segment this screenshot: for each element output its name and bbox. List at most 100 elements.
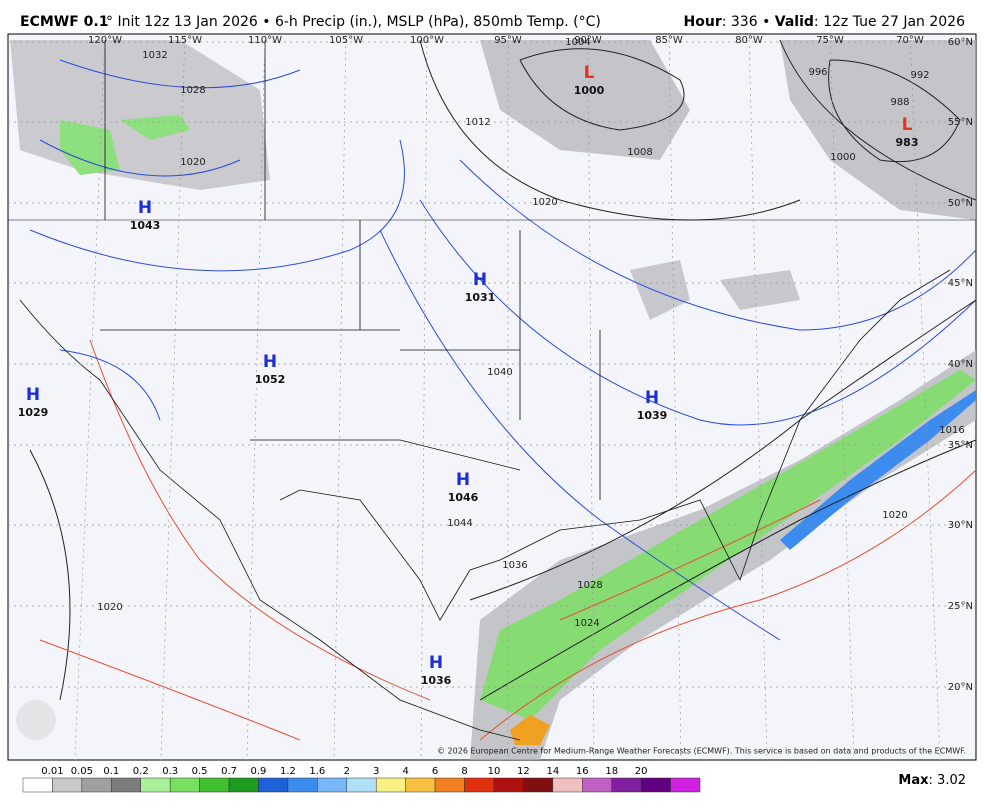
pressure-center-value: 1043 — [130, 219, 161, 232]
colorbar: 0.01 0.05 0.1 0.2 0.3 0.5 0.7 0.9 1.2 1.6 2 3 4 6 8 10 1… — [22, 766, 701, 793]
colorbar-swatch — [81, 777, 112, 793]
contours — [29, 39, 977, 741]
colorbar-label: 3 — [373, 766, 379, 777]
colorbar-swatch — [405, 777, 436, 793]
meridian — [74, 33, 106, 761]
isobar-label: 1028 — [180, 85, 205, 96]
pressure-center-value: 1046 — [448, 491, 479, 504]
isobar-label: 1036 — [502, 560, 527, 571]
isobar-label: 988 — [890, 97, 909, 108]
pressure-center-letter: L — [584, 63, 595, 83]
pressure-center-letter: H — [473, 270, 487, 290]
colorbar-swatch — [582, 777, 612, 793]
pressure-center-value: 1000 — [574, 84, 605, 97]
max-value: Max: 3.02 — [898, 773, 966, 788]
colorbar-swatch — [258, 777, 289, 793]
latitude-label: 30°N — [948, 520, 973, 531]
meridian — [333, 33, 347, 761]
longitude-label: 105°W — [329, 35, 363, 46]
colorbar-swatch — [140, 777, 171, 793]
isobar-label: 1044 — [447, 518, 472, 529]
colorbar-label: 0.05 — [71, 766, 93, 777]
isobar-label: 996 — [808, 67, 827, 78]
meridian — [160, 33, 186, 761]
model-name: ECMWF 0.1 — [20, 14, 108, 30]
colorbar-label: 18 — [605, 766, 618, 777]
longitude-label: 80°W — [735, 35, 763, 46]
colorbar-swatch — [199, 777, 230, 793]
colorbar-label: 10 — [488, 766, 501, 777]
longitude-label: 70°W — [896, 35, 924, 46]
colorbar-label: 1.6 — [309, 766, 325, 777]
longitude-label: 90°W — [574, 35, 602, 46]
pressure-center-letter: H — [456, 470, 470, 490]
colorbar-label: 0.5 — [192, 766, 208, 777]
colorbar-swatch — [464, 777, 495, 793]
pressure-center-value: 983 — [896, 136, 919, 149]
colorbar-swatch — [111, 777, 141, 793]
colorbar-swatch — [52, 777, 83, 793]
isobar-label: 1000 — [830, 152, 855, 163]
header-part: Valid — [775, 14, 814, 30]
longitude-label: 110°W — [248, 35, 282, 46]
copyright: © 2026 European Centre for Medium-Range … — [437, 747, 966, 756]
colorbar-swatch — [375, 777, 406, 793]
header-part: Hour — [684, 14, 722, 30]
colorbar-label: 6 — [432, 766, 438, 777]
colorbar-label: 14 — [546, 766, 559, 777]
latitude-label: 55°N — [948, 117, 973, 128]
meridian — [587, 33, 595, 761]
colorbar-swatch — [493, 777, 524, 793]
colorbar-label: 0.1 — [103, 766, 119, 777]
colorbar-label: 12 — [517, 766, 530, 777]
isobar-label: 1020 — [882, 510, 907, 521]
colorbar-label: 0.9 — [251, 766, 267, 777]
header-part: : 12z Tue 27 Jan 2026 — [814, 14, 965, 30]
longitude-label: 115°W — [168, 35, 202, 46]
colorbar-swatch — [523, 777, 554, 793]
pressure-center-letter: H — [263, 352, 277, 372]
colorbar-swatch — [434, 777, 465, 793]
meridian — [909, 33, 941, 761]
colorbar-label: 0.3 — [162, 766, 178, 777]
colorbar-swatch — [640, 777, 671, 793]
colorbar-label: 4 — [402, 766, 408, 777]
valid-time: Hour: 336 • Valid: 12z Tue 27 Jan 2026 — [684, 14, 966, 30]
meridian — [246, 33, 266, 761]
colorbar-swatch — [228, 777, 259, 793]
colorbar-swatch — [552, 777, 583, 793]
meridian — [668, 33, 682, 761]
graticule — [8, 33, 976, 761]
pressure-center-value: 1031 — [465, 291, 496, 304]
latitude-label: 45°N — [948, 278, 973, 289]
latitude-label: 40°N — [948, 359, 973, 370]
colorbar-swatch — [611, 777, 642, 793]
colorbar-label: 20 — [635, 766, 648, 777]
latitude-label: 20°N — [948, 682, 973, 693]
meridian — [829, 33, 855, 761]
colorbar-swatch — [22, 777, 53, 793]
isobar-label: 1028 — [577, 580, 602, 591]
isobar-label: 1020 — [180, 157, 205, 168]
colorbar-label: 0.7 — [221, 766, 237, 777]
pressure-center-letter: H — [645, 388, 659, 408]
colorbar-label: 16 — [576, 766, 589, 777]
pressure-center-value: 1036 — [421, 674, 452, 687]
subtitle: ° Init 12z 13 Jan 2026 • 6-h Precip (in.… — [106, 14, 601, 30]
logo — [16, 700, 56, 740]
latitude-label: 25°N — [948, 601, 973, 612]
meridian — [748, 33, 768, 761]
isobar-label: 1040 — [487, 367, 512, 378]
meridian — [420, 33, 428, 761]
colorbar-swatch — [317, 777, 348, 793]
colorbar-swatch — [169, 777, 200, 793]
longitude-label: 95°W — [494, 35, 522, 46]
isobar-label: 1004 — [565, 37, 590, 48]
pressure-center-value: 1029 — [18, 406, 49, 419]
latitude-label: 60°N — [948, 37, 973, 48]
pressure-center-letter: H — [26, 385, 40, 405]
isobar-label: 1020 — [532, 197, 557, 208]
header-part: : 336 • — [722, 14, 775, 30]
isobar-label: 1016 — [939, 425, 964, 436]
